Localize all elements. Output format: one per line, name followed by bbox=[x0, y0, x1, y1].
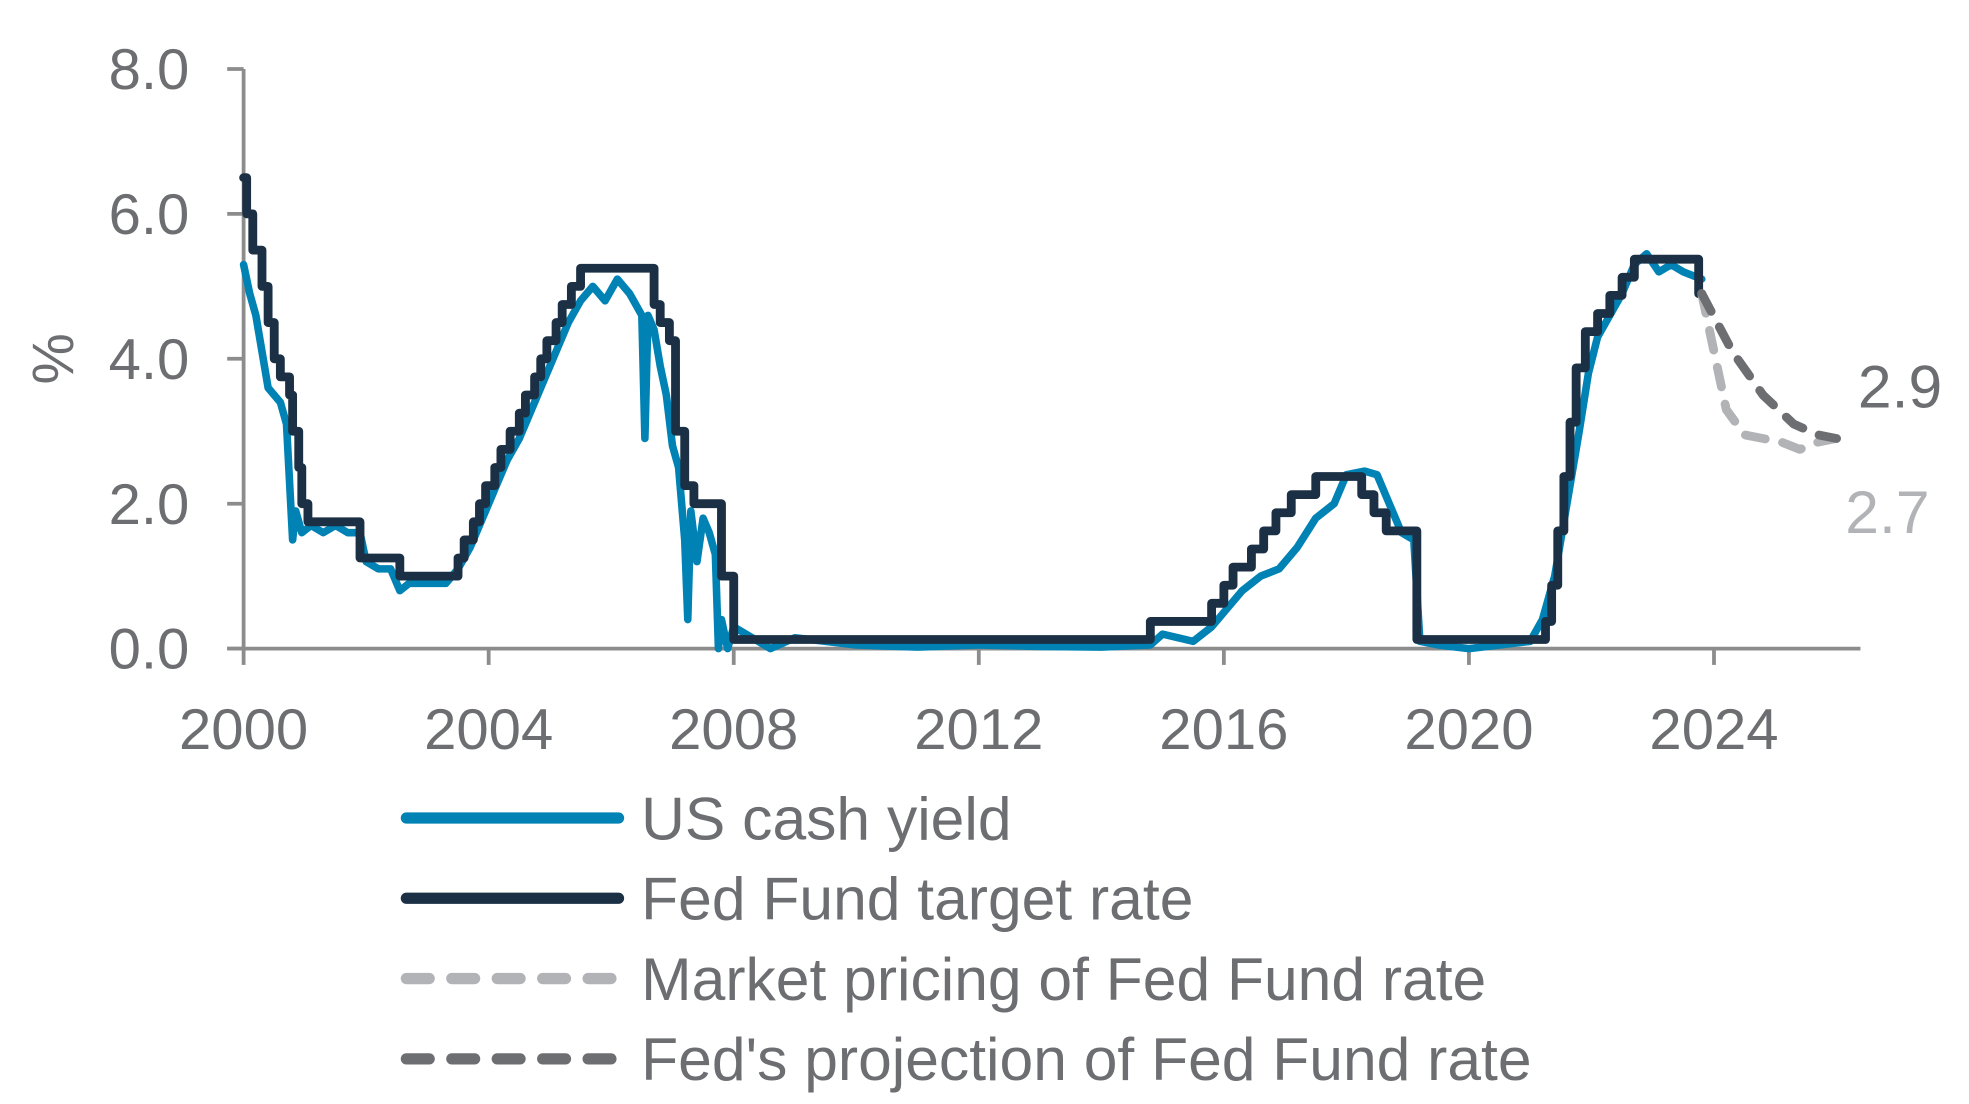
axes bbox=[227, 69, 1861, 651]
y-tick-label: 6.0 bbox=[109, 183, 190, 247]
x-tick-label: 2016 bbox=[1159, 698, 1288, 762]
y-tick-label: 0.0 bbox=[109, 618, 190, 682]
market-pricing-line bbox=[1697, 289, 1841, 454]
legend-label: Market pricing of Fed Fund rate bbox=[641, 945, 1486, 1013]
legend-label: US cash yield bbox=[641, 784, 1011, 852]
us-cash-yield-line bbox=[239, 249, 1706, 653]
fed-projection-line bbox=[1697, 289, 1841, 443]
y-tick-label: 8.0 bbox=[109, 38, 190, 102]
x-tick-label: 2012 bbox=[914, 698, 1043, 762]
x-tick-label: 2000 bbox=[179, 698, 308, 762]
y-axis-label: % bbox=[22, 333, 86, 384]
legend-label: Fed's projection of Fed Fund rate bbox=[641, 1025, 1531, 1093]
y-tick-label: 2.0 bbox=[109, 473, 190, 537]
x-tick-label: 2008 bbox=[669, 698, 798, 762]
x-tick-label: 2004 bbox=[424, 698, 553, 762]
market-pricing-end-label: 2.7 bbox=[1845, 478, 1929, 546]
legend: US cash yield Fed Fund target rate Market … bbox=[400, 784, 1532, 1093]
x-tick-label: 2020 bbox=[1404, 698, 1533, 762]
legend-label: Fed Fund target rate bbox=[641, 865, 1193, 933]
fed-fund-target-line bbox=[239, 173, 1704, 644]
fed-projection-end-label: 2.9 bbox=[1858, 353, 1942, 421]
y-tick-label: 4.0 bbox=[109, 328, 190, 392]
x-tick-label: 2024 bbox=[1649, 698, 1778, 762]
